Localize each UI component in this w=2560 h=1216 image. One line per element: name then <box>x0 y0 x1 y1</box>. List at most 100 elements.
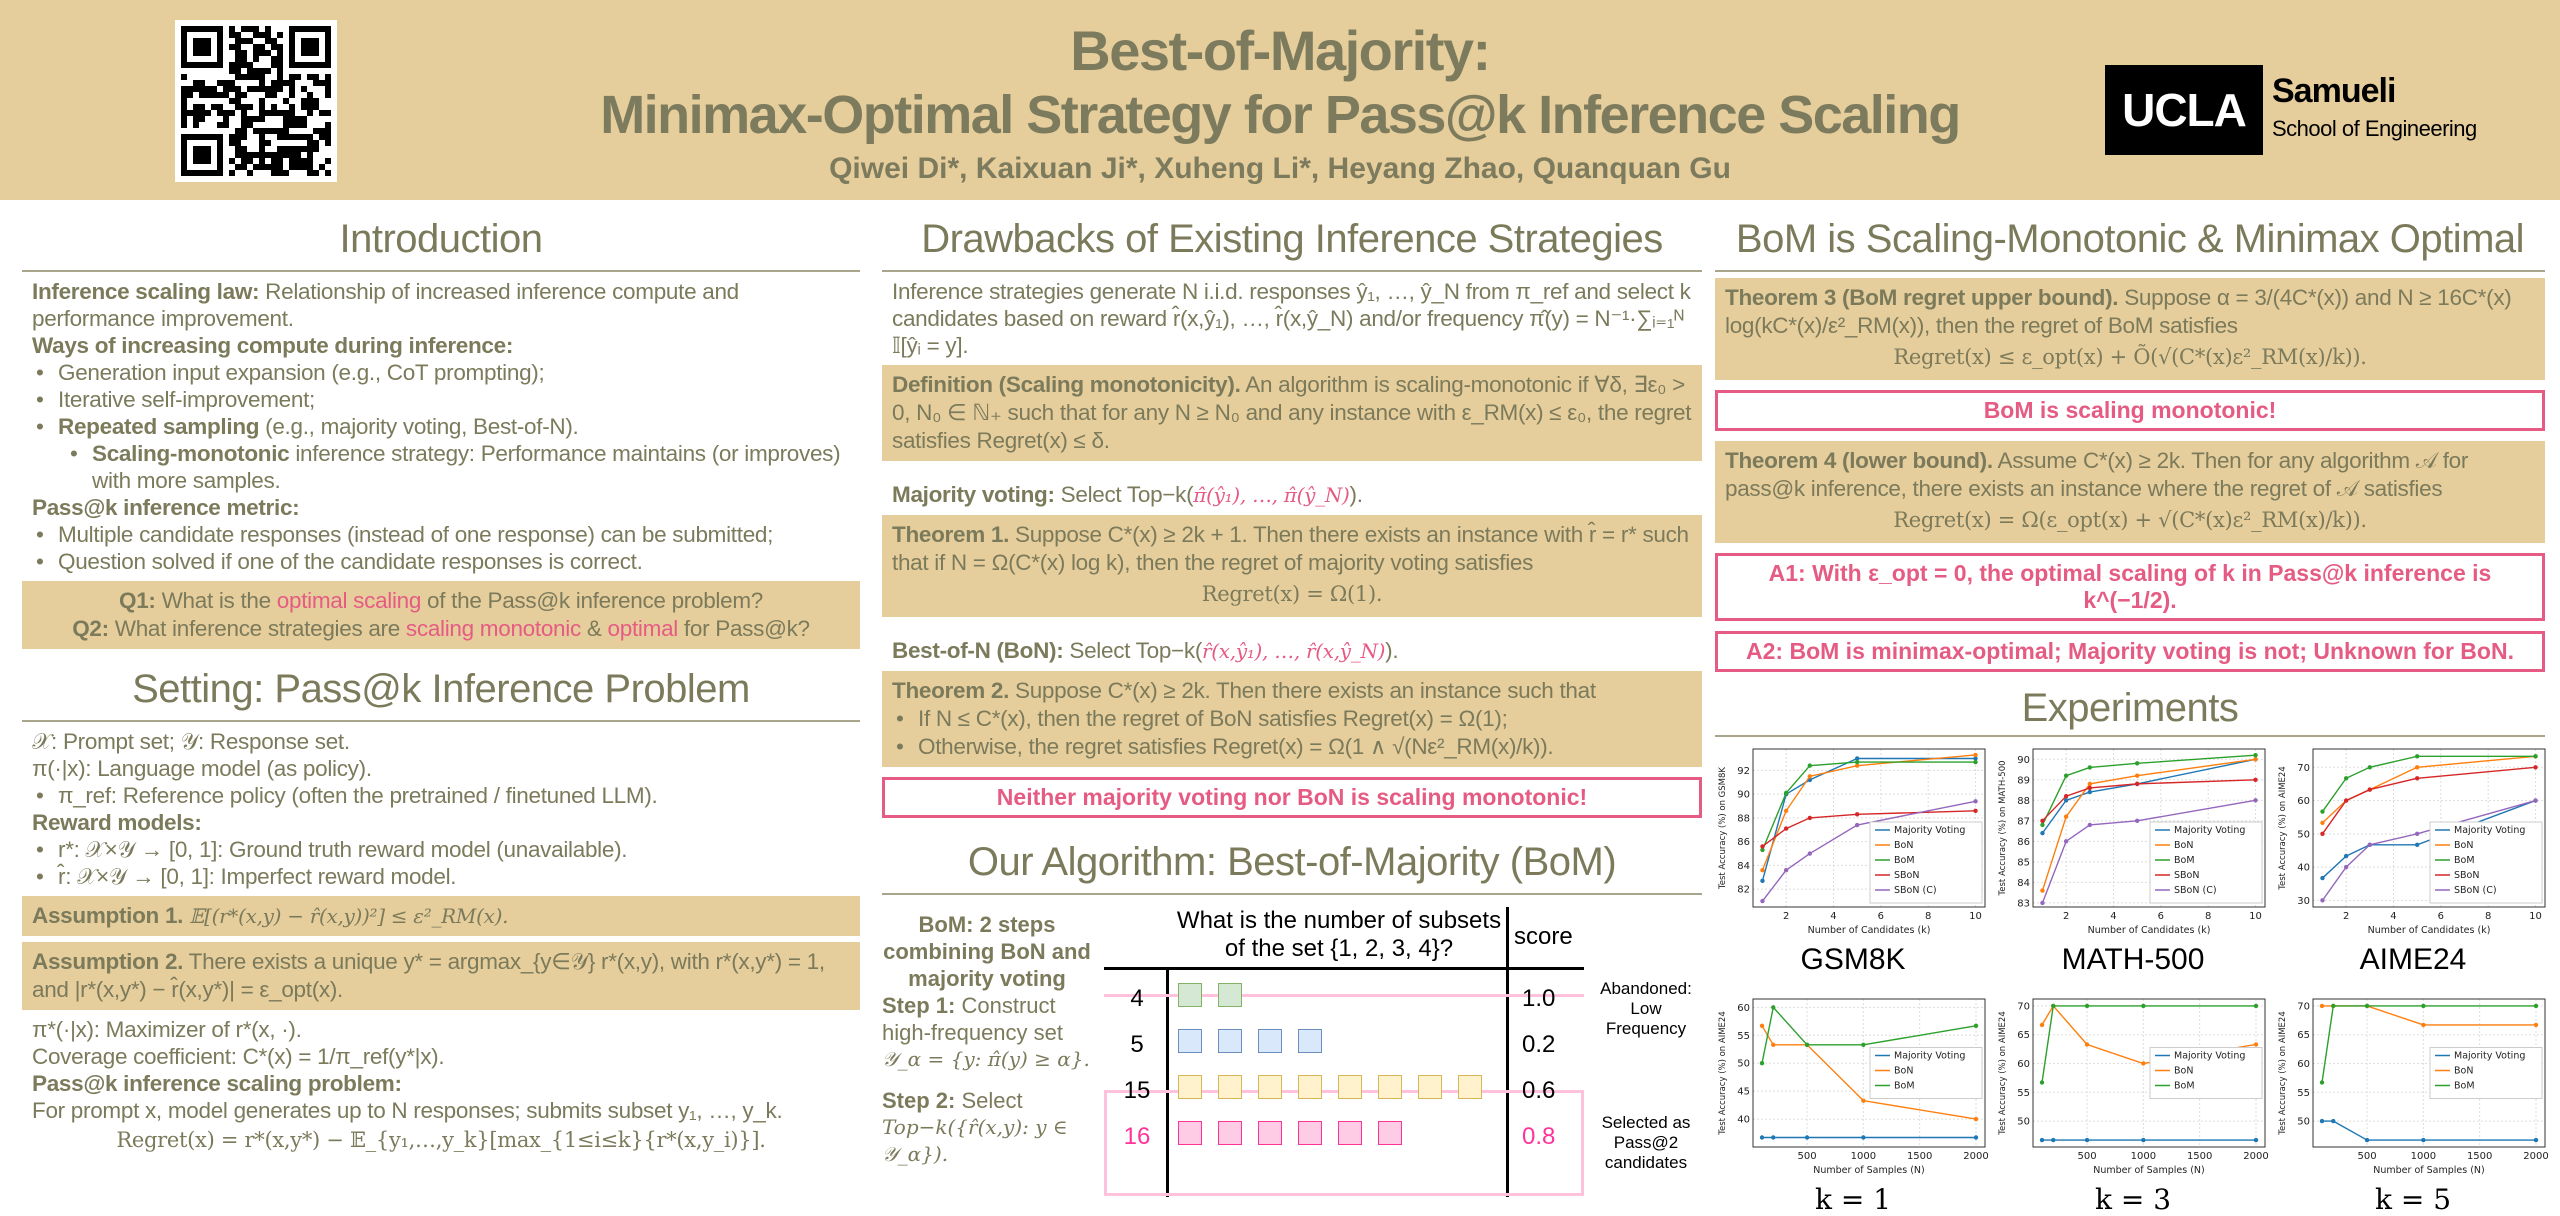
theorem-3-box: Theorem 3 (BoM regret upper bound). Supp… <box>1715 278 2545 380</box>
data-point <box>2051 1003 2056 1009</box>
qr-code[interactable] <box>175 20 337 182</box>
data-point <box>2087 785 2093 791</box>
label: Assumption 2. <box>32 949 184 974</box>
q2-label: Q2: <box>72 616 109 641</box>
chart-k-1: 40 45 50 55 60 500 1000 1500 2000 Number of Sampl… <box>1715 993 1991 1216</box>
x-axis-label: Number of Samples (N) <box>1813 1165 1924 1176</box>
section-title-introduction: Introduction <box>22 205 860 272</box>
y-tick-label: 65 <box>2297 1030 2310 1041</box>
x-tick-label: 4 <box>1830 911 1836 922</box>
data-point <box>1759 1061 1765 1066</box>
chart-gsm8k: 82 84 86 88 90 92 2 4 6 8 10 Number of Candidates (… <box>1715 743 1991 977</box>
response-square <box>1218 1121 1242 1145</box>
data-point <box>2343 853 2349 859</box>
plot-frame <box>2312 748 2546 908</box>
data-point <box>2039 1137 2045 1143</box>
text: Relationship of increased inference comp… <box>32 279 739 331</box>
text: for Pass@k? <box>677 616 810 641</box>
x-tick-label: 8 <box>2205 911 2211 922</box>
label: Scaling-monotonic <box>92 441 290 466</box>
y-tick-label: 40 <box>2297 863 2310 874</box>
poster-title-line1: Best-of-Majority: <box>1070 19 1491 82</box>
x-tick-label: 2 <box>2343 911 2349 922</box>
strikethrough-line <box>1104 994 1584 997</box>
response-square <box>1178 1029 1202 1053</box>
x-tick-label: 2000 <box>2243 1151 2268 1162</box>
data-point <box>2040 822 2045 828</box>
samueli-logo-text: Samueli <box>2272 72 2396 110</box>
data-point <box>1783 790 1789 796</box>
text: An algorithm is scaling-monotonic if ∀δ,… <box>892 372 1692 453</box>
data-point <box>2253 1003 2259 1009</box>
legend-label: Majority Voting <box>2174 1051 2245 1062</box>
data-point <box>2320 831 2325 837</box>
x-axis-label: Number of Samples (N) <box>2093 1165 2204 1176</box>
data-point <box>1807 851 1813 856</box>
y-tick-label: 86 <box>2017 837 2030 848</box>
data-point <box>2421 1003 2426 1009</box>
text: Select Top−k( <box>1063 638 1203 663</box>
legend-label: Majority Voting <box>2454 1051 2525 1062</box>
data-point <box>2533 765 2538 770</box>
y-tick-label: 40 <box>1737 1115 1750 1126</box>
text: For prompt x, model generates up to N re… <box>32 1098 783 1123</box>
y-axis-label: Test Accuracy (%) on AIME24 <box>1998 1011 2008 1136</box>
data-point <box>2414 831 2420 837</box>
score: 0.2 <box>1522 1031 1556 1058</box>
data-point <box>1783 826 1789 831</box>
school-of-engineering-text: School of Engineering <box>2272 116 2477 141</box>
data-point <box>2084 1003 2090 1009</box>
legend-label: BoN <box>1894 840 1913 851</box>
legend-label: Majority Voting <box>2454 825 2525 836</box>
label: Reward models: <box>32 810 202 835</box>
data-point <box>2414 776 2420 781</box>
data-point <box>1854 763 1860 768</box>
chart-k-3: 50 55 60 65 70 500 1000 1500 2000 Number of Sampl… <box>1995 993 2271 1216</box>
legend-label: SBoN <box>1894 870 1919 881</box>
summary: BoM: 2 steps combining BoN and majority … <box>883 912 1091 991</box>
data-point <box>2039 1022 2045 1028</box>
y-tick-label: 90 <box>2017 755 2030 766</box>
data-point <box>1771 1042 1776 1047</box>
definition-box: Definition (Scaling monotonicity). An al… <box>882 365 1702 461</box>
equation: 𝒴_α = {y: π̂(y) ≥ α}. <box>882 1047 1090 1071</box>
theorem-4-box: Theorem 4 (lower bound). Assume C*(x) ≥ … <box>1715 441 2545 543</box>
y-tick-label: 45 <box>1737 1087 1750 1098</box>
data-point <box>1861 1042 1866 1047</box>
table-row: 5 0.2 <box>1104 1023 1584 1069</box>
chart-title: k = 5 <box>2374 1183 2452 1216</box>
response-square <box>1418 1075 1442 1099</box>
x-tick-label: 2000 <box>1963 1151 1988 1162</box>
y-tick-label: 50 <box>2297 829 2310 840</box>
chart-aime24: 30 40 50 60 70 2 4 6 8 10 Number of Candidates (k)… <box>2275 743 2551 977</box>
y-tick-label: 65 <box>2017 1030 2030 1041</box>
response-square <box>1218 983 1242 1007</box>
data-point <box>2367 765 2373 770</box>
answer: 16 <box>1123 1123 1151 1150</box>
data-point <box>2331 1118 2336 1124</box>
selected-note: Selected as Pass@2 candidates <box>1601 1113 1691 1172</box>
y-tick-label: 55 <box>1737 1031 1750 1042</box>
data-point <box>2253 752 2258 758</box>
section-title-experiments: Experiments <box>1715 682 2545 737</box>
data-point <box>1771 1135 1776 1140</box>
data-point <box>2320 875 2325 881</box>
poster-header: Best-of-Majority: Minimax-Optimal Strate… <box>0 0 2560 200</box>
legend-label: BoM <box>2174 855 2195 866</box>
data-point <box>2253 777 2258 782</box>
data-point <box>1973 752 1978 758</box>
legend-label: Majority Voting <box>1894 825 1965 836</box>
data-point <box>1760 878 1765 884</box>
response-square <box>1378 1121 1402 1145</box>
x-tick-label: 8 <box>1925 911 1931 922</box>
legend-label: SBoN (C) <box>2454 885 2497 896</box>
chart-k-5: 50 55 60 65 70 500 1000 1500 2000 Number of Sampl… <box>2275 993 2551 1216</box>
data-point <box>1807 815 1813 821</box>
data-point <box>2320 809 2325 814</box>
list-item: Repeated sampling (e.g., majority voting… <box>32 413 850 440</box>
data-point <box>2087 789 2093 795</box>
data-point <box>2253 757 2258 762</box>
legend-label: BoM <box>1894 1081 1915 1092</box>
y-tick-label: 86 <box>1737 837 1750 848</box>
data-point <box>1973 1116 1979 1122</box>
